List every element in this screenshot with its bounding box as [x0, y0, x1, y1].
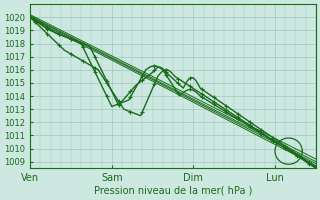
X-axis label: Pression niveau de la mer( hPa ): Pression niveau de la mer( hPa )	[94, 186, 252, 196]
